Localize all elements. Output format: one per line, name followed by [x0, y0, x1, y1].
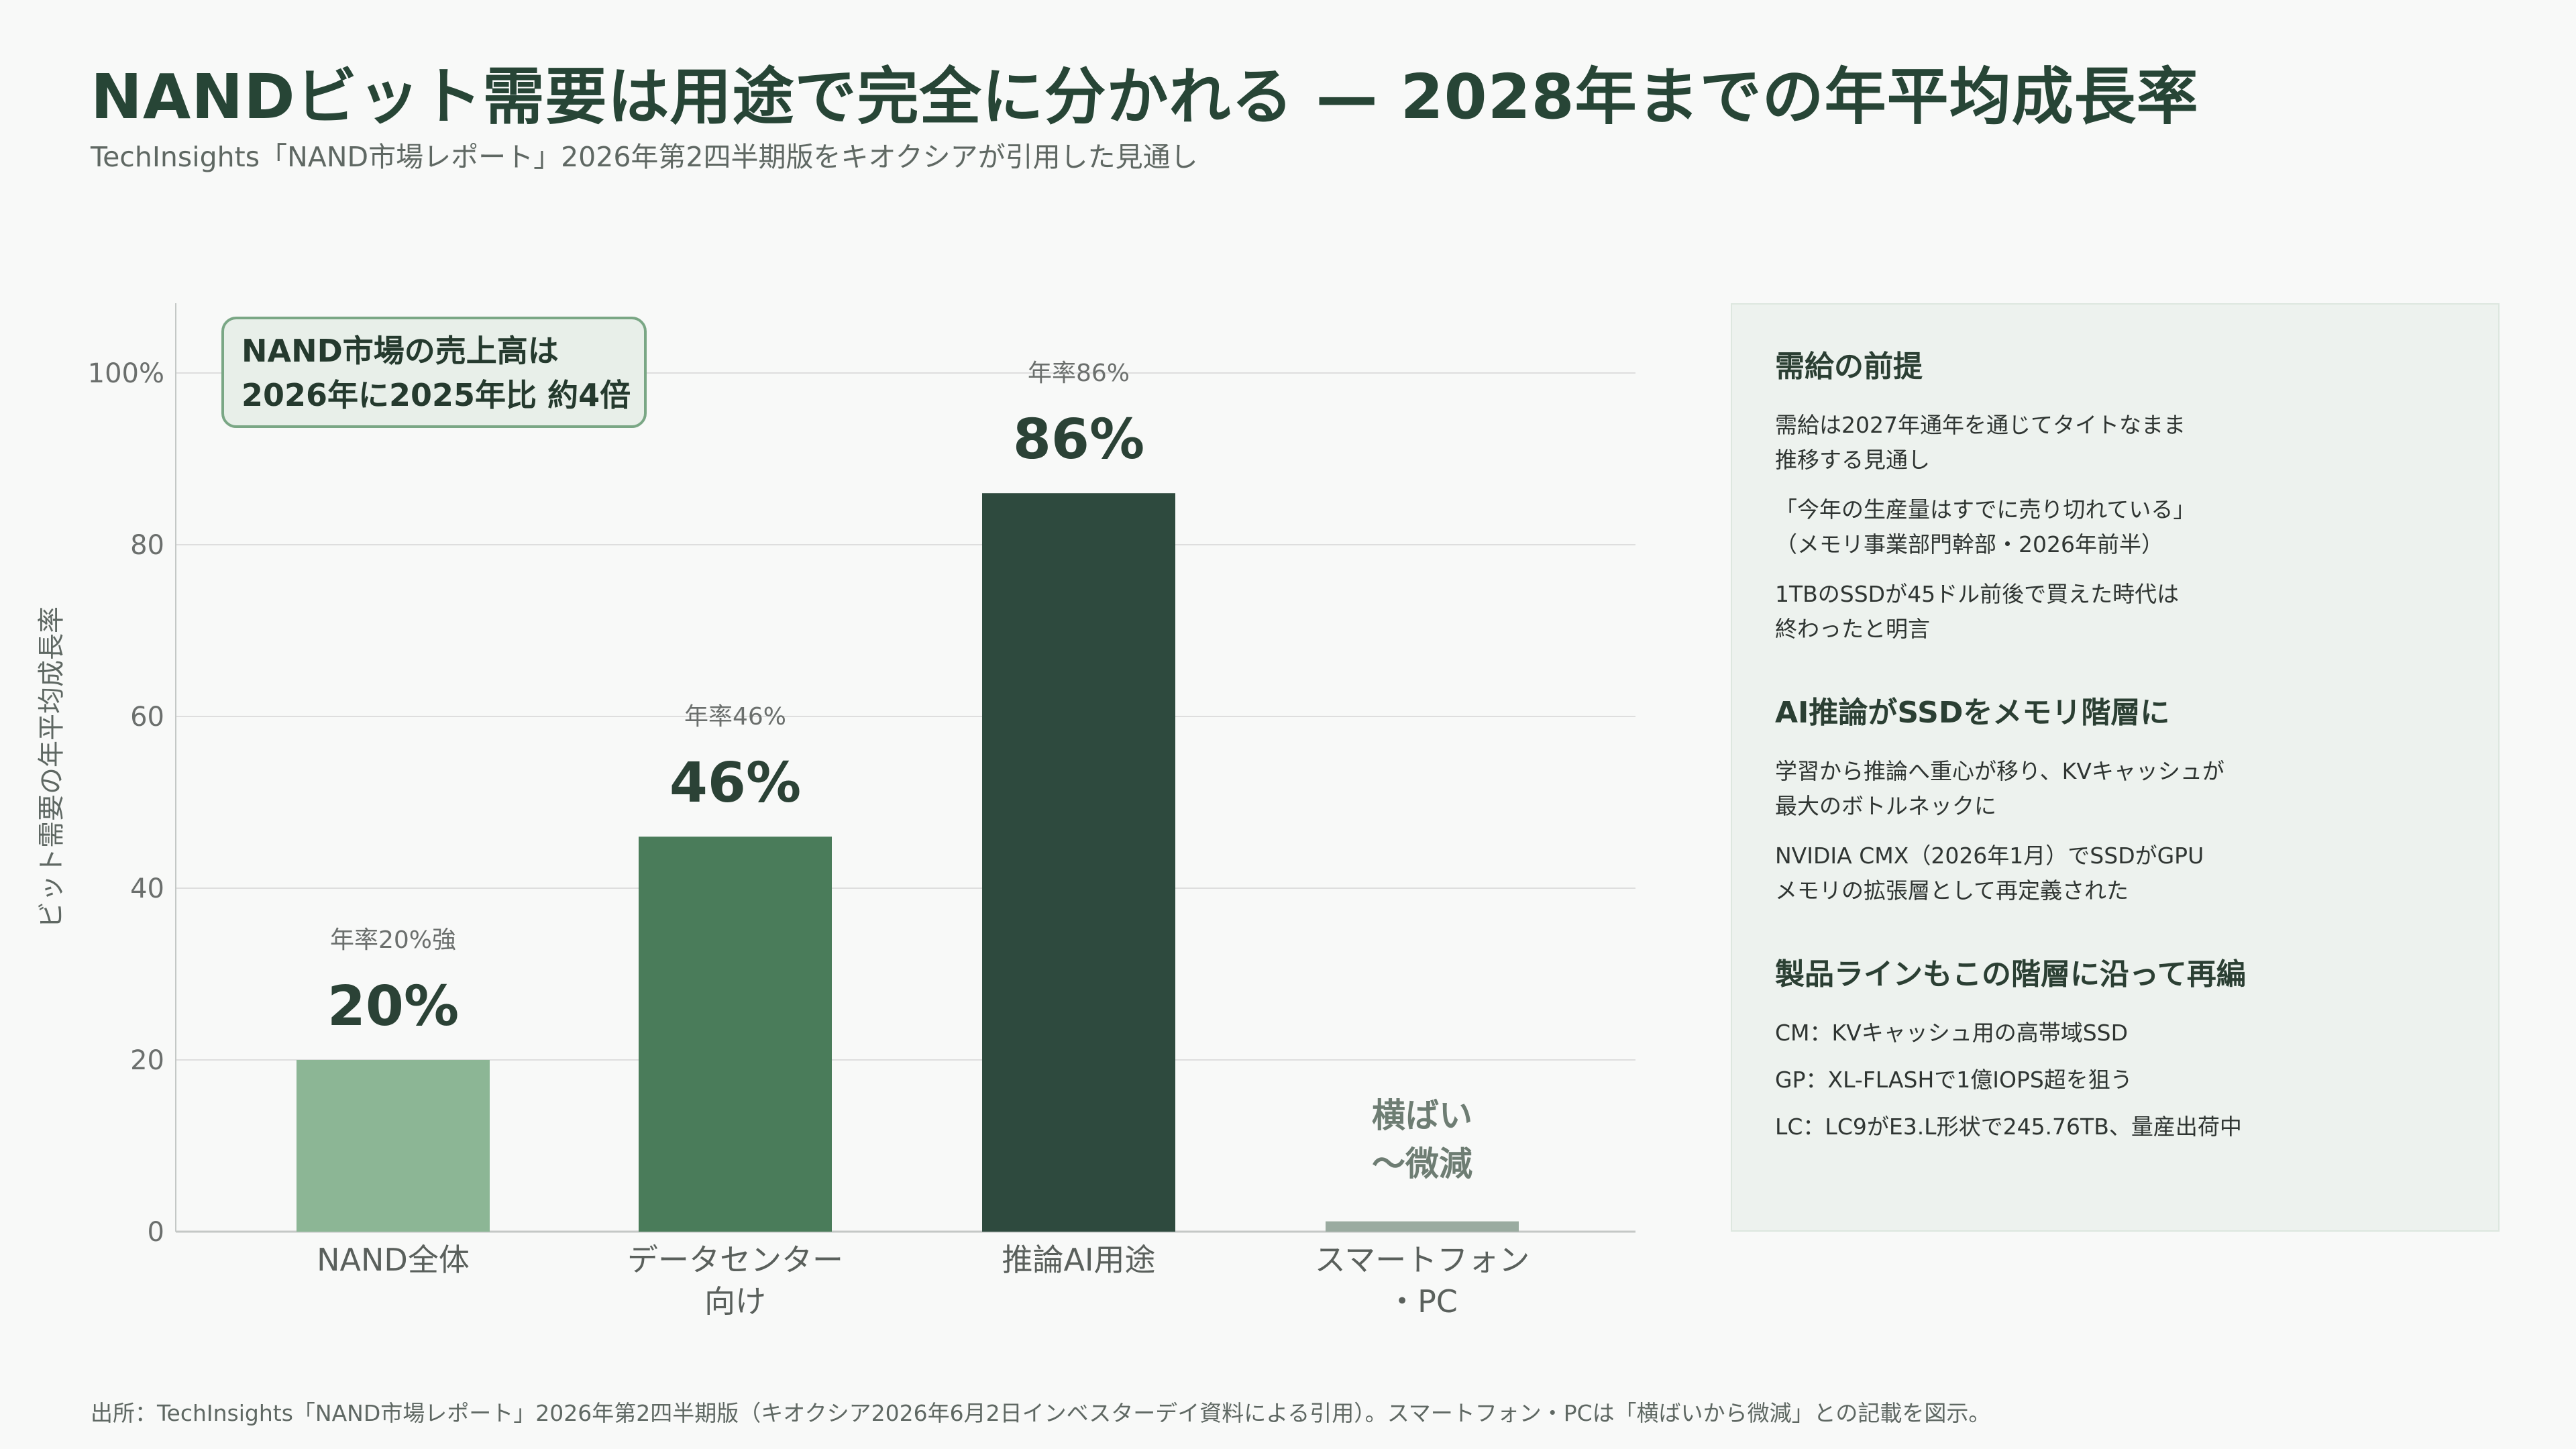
panel-note: 需給は2027年通年を通じてタイトなまま 推移する見通し [1775, 408, 2498, 478]
y-tick-label: 40 [130, 873, 164, 904]
source-footnote: 出所：TechInsights「NAND市場レポート」2026年第2四半期版（キ… [91, 1400, 1991, 1426]
panel-note-line: GP：XL-FLASHで1億IOPS超を狙う [1775, 1067, 2133, 1093]
panel-note-line: 1TBのSSDが45ドル前後で買えた時代は [1775, 581, 2180, 607]
revenue-callout: NAND市場の売上高は 2026年に2025年比 約4倍 [221, 317, 647, 428]
flat-trend-label: 横ばい [1372, 1096, 1472, 1135]
y-tick-label: 60 [130, 702, 164, 733]
panel-note-line: 需給は2027年通年を通じてタイトなまま [1775, 412, 2186, 438]
panel-note: CM：KVキャッシュ用の高帯域SSD [1775, 1016, 2498, 1051]
x-tick-label: データセンター [627, 1242, 843, 1278]
callout-line-1: NAND市場の売上高は [241, 333, 559, 369]
page-subtitle: TechInsights「NAND市場レポート」2026年第2四半期版をキオクシ… [91, 141, 1198, 173]
y-tick-label: 0 [148, 1217, 164, 1248]
y-axis-title: ビット需要の年平均成長率 [36, 606, 67, 928]
panel-note-line: 終わったと明言 [1775, 616, 1930, 642]
panel-note-line: NVIDIA CMX（2026年1月）でSSDがGPU [1775, 843, 2204, 869]
bar-rate-label: 年率86% [1028, 360, 1130, 387]
context-panel: 需給の前提 需給は2027年通年を通じてタイトなまま 推移する見通し 「今年の生… [1731, 303, 2500, 1232]
x-tick-label: 向け [704, 1283, 766, 1320]
panel-section-supply: 需給の前提 需給は2027年通年を通じてタイトなまま 推移する見通し 「今年の生… [1775, 342, 2498, 647]
x-tick-label: NAND全体 [317, 1242, 470, 1278]
panel-note: 「今年の生産量はすでに売り切れている」 （メモリ事業部門幹部・2026年前半） [1775, 492, 2498, 562]
bar-value-label: 46% [669, 751, 801, 815]
panel-note: NVIDIA CMX（2026年1月）でSSDがGPU メモリの拡張層として再定… [1775, 839, 2498, 908]
bar-rate-label: 年率46% [684, 703, 786, 731]
bar [1326, 1221, 1519, 1232]
panel-note: GP：XL-FLASHで1億IOPS超を狙う [1775, 1063, 2498, 1097]
y-tick-label: 100% [88, 358, 164, 389]
y-tick-label: 20 [130, 1045, 164, 1076]
bar-value-label: 20% [327, 975, 459, 1038]
panel-note-line: 「今年の生産量はすでに売り切れている」 [1775, 496, 2196, 523]
panel-section-title: 製品ラインもこの階層に沿って再編 [1775, 957, 2246, 991]
panel-note-line: 推移する見通し [1775, 447, 1930, 473]
panel-note: 学習から推論へ重心が移り、KVキャッシュが 最大のボトルネックに [1775, 754, 2498, 824]
x-tick-label: 推論AI用途 [1002, 1242, 1155, 1278]
panel-note-line: （メモリ事業部門幹部・2026年前半） [1775, 531, 2163, 557]
bar [639, 837, 832, 1232]
panel-note: 1TBのSSDが45ドル前後で買えた時代は 終わったと明言 [1775, 577, 2498, 647]
x-tick-label: ・PC [1387, 1283, 1458, 1320]
panel-note-line: CM：KVキャッシュ用の高帯域SSD [1775, 1020, 2129, 1046]
panel-section-ai-inference: AI推論がSSDをメモリ階層に 学習から推論へ重心が移り、KVキャッシュが 最大… [1775, 688, 2498, 908]
panel-note: LC：LC9がE3.L形状で245.76TB、量産出荷中 [1775, 1110, 2498, 1144]
panel-note-line: 学習から推論へ重心が移り、KVキャッシュが [1775, 758, 2224, 784]
panel-note-line: メモリの拡張層として再定義された [1775, 877, 2129, 904]
bar [982, 493, 1175, 1232]
x-tick-label: スマートフォン [1315, 1242, 1530, 1278]
bar [297, 1060, 490, 1232]
page-title: NANDビット需要は用途で完全に分かれる — 2028年までの年平均成長率 [91, 61, 2199, 133]
bar-value-label: 86% [1013, 408, 1144, 472]
panel-section-products: 製品ラインもこの階層に沿って再編 CM：KVキャッシュ用の高帯域SSD GP：X… [1775, 950, 2498, 1144]
bar-rate-label: 年率20%強 [330, 926, 456, 954]
panel-section-title: AI推論がSSDをメモリ階層に [1775, 696, 2170, 730]
panel-note-line: 最大のボトルネックに [1775, 793, 1996, 819]
panel-note-line: LC：LC9がE3.L形状で245.76TB、量産出荷中 [1775, 1114, 2242, 1140]
y-tick-label: 80 [130, 530, 164, 561]
callout-line-2: 2026年に2025年比 約4倍 [241, 377, 631, 413]
flat-trend-label: 〜微減 [1372, 1144, 1472, 1183]
panel-section-title: 需給の前提 [1775, 350, 1923, 384]
